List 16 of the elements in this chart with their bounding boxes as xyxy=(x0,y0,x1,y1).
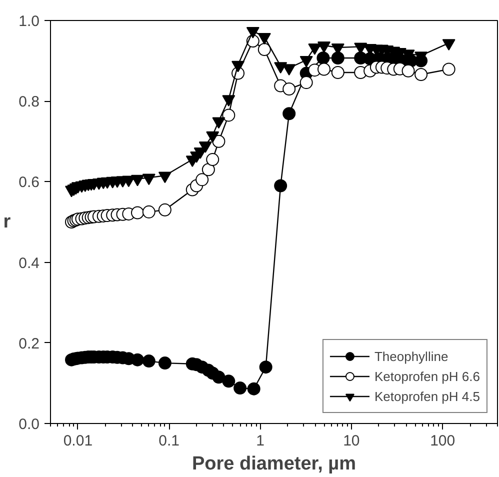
legend-label: Ketoprofen pH 6.6 xyxy=(374,368,480,384)
x-tick-label: 0.1 xyxy=(158,432,180,450)
y-tick-label: 1.0 xyxy=(18,13,40,30)
y-tick-label: 0.6 xyxy=(18,174,40,192)
legend-label: Theophylline xyxy=(374,348,448,364)
x-axis-title: Pore diameter, µm xyxy=(192,454,356,474)
y-axis-title: r xyxy=(3,212,12,232)
legend-label: Ketoprofen pH 4.5 xyxy=(374,388,480,404)
x-tick-label: 100 xyxy=(430,432,456,450)
y-tick-label: 0.8 xyxy=(18,94,40,111)
y-tick-label: 0.4 xyxy=(18,254,40,272)
x-tick-label: 1 xyxy=(256,432,264,450)
y-tick-label: 0.2 xyxy=(18,335,40,352)
y-tick-label: 0.0 xyxy=(18,416,40,433)
x-tick-label: 0.01 xyxy=(63,432,93,450)
x-tick-label: 10 xyxy=(343,432,360,450)
